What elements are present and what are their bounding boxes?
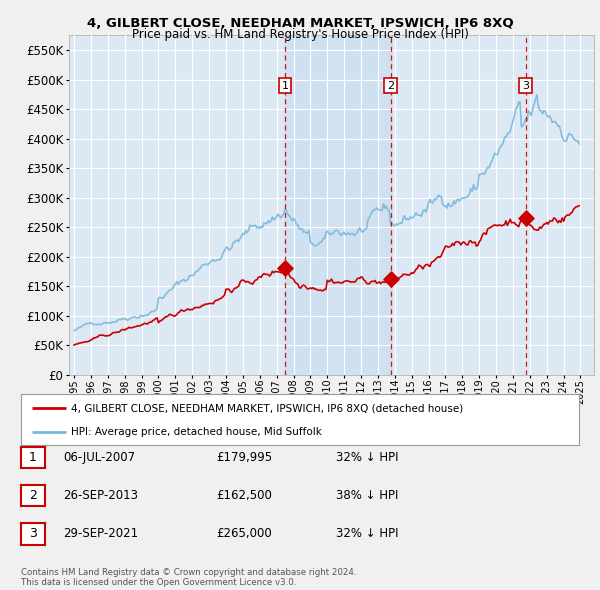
Text: £179,995: £179,995 xyxy=(216,451,272,464)
Text: 38% ↓ HPI: 38% ↓ HPI xyxy=(336,489,398,502)
Text: 29-SEP-2021: 29-SEP-2021 xyxy=(63,527,138,540)
Point xyxy=(280,264,290,273)
Text: 2: 2 xyxy=(29,489,37,502)
Text: Price paid vs. HM Land Registry's House Price Index (HPI): Price paid vs. HM Land Registry's House … xyxy=(131,28,469,41)
Text: 26-SEP-2013: 26-SEP-2013 xyxy=(63,489,138,502)
Text: 4, GILBERT CLOSE, NEEDHAM MARKET, IPSWICH, IP6 8XQ (detached house): 4, GILBERT CLOSE, NEEDHAM MARKET, IPSWIC… xyxy=(71,403,463,413)
Text: 3: 3 xyxy=(522,81,529,90)
Text: HPI: Average price, detached house, Mid Suffolk: HPI: Average price, detached house, Mid … xyxy=(71,428,322,437)
Text: 1: 1 xyxy=(29,451,37,464)
Text: 32% ↓ HPI: 32% ↓ HPI xyxy=(336,527,398,540)
Text: 1: 1 xyxy=(281,81,289,90)
Text: 06-JUL-2007: 06-JUL-2007 xyxy=(63,451,135,464)
Text: 32% ↓ HPI: 32% ↓ HPI xyxy=(336,451,398,464)
Text: 4, GILBERT CLOSE, NEEDHAM MARKET, IPSWICH, IP6 8XQ: 4, GILBERT CLOSE, NEEDHAM MARKET, IPSWIC… xyxy=(86,17,514,30)
Bar xyxy=(285,35,391,375)
Text: 2: 2 xyxy=(387,81,394,90)
Text: £265,000: £265,000 xyxy=(216,527,272,540)
Point xyxy=(521,214,530,223)
Text: £162,500: £162,500 xyxy=(216,489,272,502)
Point xyxy=(386,274,395,284)
Text: Contains HM Land Registry data © Crown copyright and database right 2024.
This d: Contains HM Land Registry data © Crown c… xyxy=(21,568,356,587)
Text: 3: 3 xyxy=(29,527,37,540)
